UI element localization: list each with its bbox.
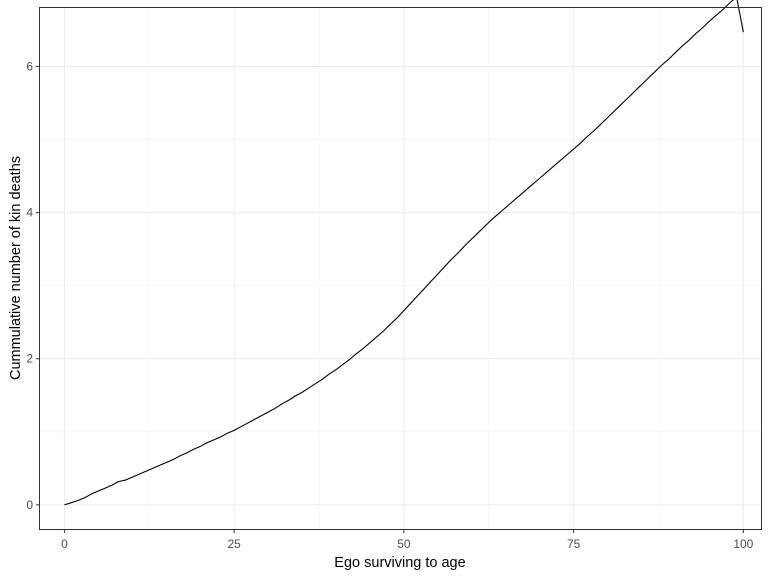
x-tick-label: 100 bbox=[733, 537, 753, 551]
series-line bbox=[64, 0, 744, 506]
x-tick-label: 50 bbox=[397, 537, 411, 551]
y-axis-title: Cummulative number of kin deaths bbox=[8, 156, 24, 380]
x-tick-label: 25 bbox=[227, 537, 241, 551]
x-tick-label: 0 bbox=[61, 537, 68, 551]
y-axis: 0 2 4 6 bbox=[26, 59, 40, 512]
x-axis-title: Ego surviving to age bbox=[334, 555, 465, 571]
y-tick-label: 6 bbox=[26, 59, 33, 73]
series-lines bbox=[64, 0, 744, 506]
panel-border bbox=[39, 7, 762, 530]
y-tick-label: 2 bbox=[26, 352, 33, 366]
y-tick-label: 0 bbox=[26, 498, 33, 512]
x-tick-label: 75 bbox=[567, 537, 581, 551]
x-axis: 0 25 50 75 100 bbox=[61, 529, 754, 551]
grid-lines bbox=[40, 8, 761, 529]
y-tick-label: 4 bbox=[26, 206, 33, 220]
